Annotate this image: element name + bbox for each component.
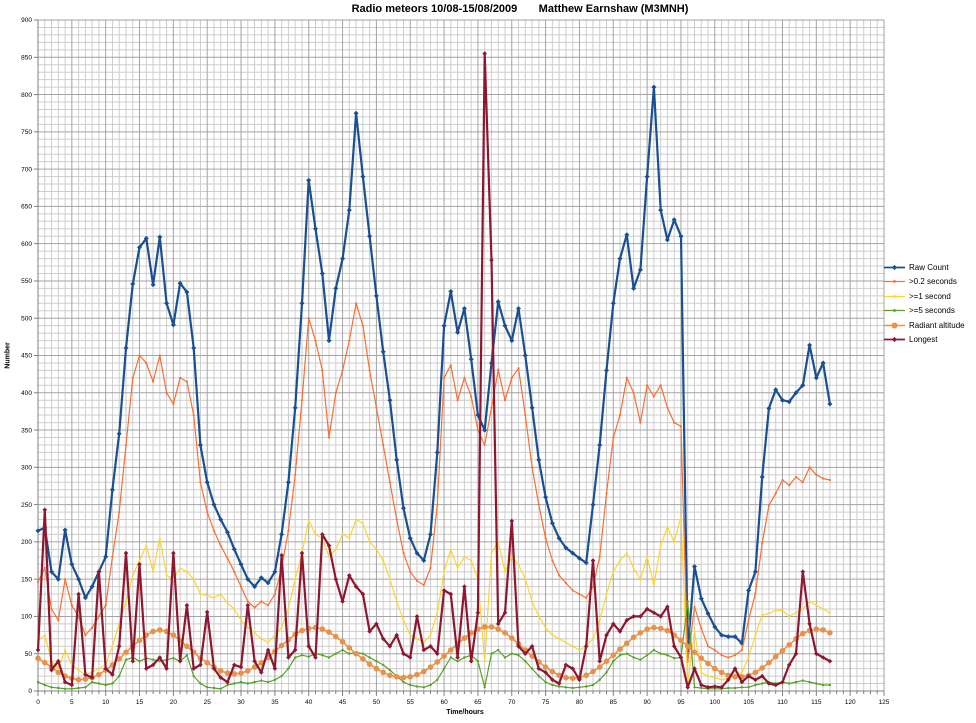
legend-label: Radiant altitude (909, 320, 965, 330)
legend-marker-icon (884, 264, 905, 270)
legend-label: >=5 seconds (909, 306, 955, 316)
legend-item-3: >=5 seconds (884, 304, 965, 319)
svg-text:95: 95 (677, 699, 685, 706)
legend-item-0: Raw Count (884, 260, 965, 275)
svg-text:55: 55 (407, 699, 415, 706)
svg-text:70: 70 (508, 699, 516, 706)
x-axis-title: Time/hours (446, 709, 484, 716)
legend-marker-icon (884, 294, 905, 298)
legend-item-5: Longest (884, 333, 965, 348)
svg-text:65: 65 (474, 699, 482, 706)
svg-text:30: 30 (237, 699, 245, 706)
svg-text:500: 500 (21, 315, 32, 322)
svg-text:550: 550 (21, 278, 32, 285)
svg-text:20: 20 (170, 699, 178, 706)
svg-text:250: 250 (21, 502, 32, 509)
svg-text:85: 85 (610, 699, 618, 706)
svg-text:10: 10 (102, 699, 110, 706)
legend-label: >0.2 seconds (909, 277, 957, 287)
svg-text:35: 35 (271, 699, 279, 706)
svg-text:125: 125 (879, 699, 890, 706)
svg-text:110: 110 (777, 699, 788, 706)
svg-text:650: 650 (21, 204, 32, 211)
svg-text:800: 800 (21, 92, 32, 99)
legend-marker-icon (884, 309, 905, 313)
svg-text:75: 75 (542, 699, 550, 706)
legend-item-2: >=1 second (884, 289, 965, 304)
svg-text:60: 60 (440, 699, 448, 706)
svg-text:45: 45 (339, 699, 347, 706)
svg-text:25: 25 (204, 699, 212, 706)
legend-item-1: >0.2 seconds (884, 275, 965, 290)
chart-title: Radio meteors 10/08-15/08/2009 Matthew E… (351, 3, 689, 15)
svg-text:50: 50 (25, 651, 33, 658)
svg-text:90: 90 (644, 699, 652, 706)
legend-label: Longest (909, 335, 938, 345)
svg-text:120: 120 (845, 699, 856, 706)
svg-text:0: 0 (28, 688, 32, 695)
svg-text:150: 150 (21, 576, 32, 583)
legend-marker-icon (884, 322, 905, 329)
svg-text:15: 15 (136, 699, 144, 706)
legend-marker-icon (884, 337, 905, 343)
svg-text:300: 300 (21, 465, 32, 472)
legend-label: Raw Count (909, 262, 949, 272)
legend: Raw Count >0.2 seconds >=1 second >=5 secon… (884, 260, 965, 347)
svg-text:700: 700 (21, 166, 32, 173)
svg-text:100: 100 (21, 614, 32, 621)
svg-text:115: 115 (811, 699, 822, 706)
svg-text:100: 100 (709, 699, 720, 706)
svg-text:5: 5 (70, 699, 74, 706)
svg-text:0: 0 (36, 699, 40, 706)
svg-text:50: 50 (373, 699, 381, 706)
legend-item-4: Radiant altitude (884, 318, 965, 333)
svg-text:900: 900 (21, 17, 32, 24)
legend-label: >=1 second (909, 291, 951, 301)
svg-text:400: 400 (21, 390, 32, 397)
y-axis-title: Number (4, 342, 12, 369)
svg-text:350: 350 (21, 427, 32, 434)
svg-text:750: 750 (21, 129, 32, 136)
svg-text:850: 850 (21, 54, 32, 61)
legend-marker-icon (884, 280, 905, 284)
svg-text:200: 200 (21, 539, 32, 546)
svg-text:80: 80 (576, 699, 584, 706)
svg-text:600: 600 (21, 241, 32, 248)
svg-text:40: 40 (305, 699, 313, 706)
svg-text:105: 105 (743, 699, 754, 706)
svg-text:450: 450 (21, 353, 32, 360)
